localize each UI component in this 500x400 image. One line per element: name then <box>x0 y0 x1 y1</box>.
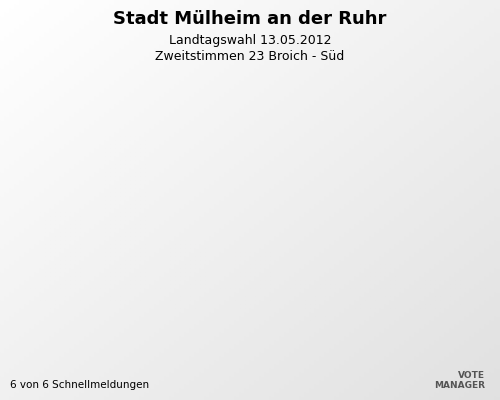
Ellipse shape <box>104 135 140 138</box>
Bar <box>48 214 84 289</box>
Ellipse shape <box>41 210 76 213</box>
Bar <box>104 136 140 288</box>
Text: CDU: CDU <box>46 302 71 312</box>
Text: 3,61 %: 3,61 % <box>420 294 458 303</box>
Text: DIE
LINKE: DIE LINKE <box>296 302 328 323</box>
Bar <box>112 138 147 289</box>
Ellipse shape <box>238 246 259 247</box>
Text: SPD: SPD <box>111 302 133 312</box>
Text: FDP: FDP <box>238 302 260 312</box>
Bar <box>176 245 210 289</box>
Text: 6,77 %: 6,77 % <box>356 294 395 303</box>
Bar <box>302 282 337 289</box>
Bar <box>168 243 202 288</box>
Ellipse shape <box>168 241 202 244</box>
Bar <box>294 280 330 288</box>
Bar <box>422 275 456 288</box>
Bar <box>429 277 464 289</box>
Bar <box>41 212 76 288</box>
Ellipse shape <box>294 278 330 282</box>
Ellipse shape <box>428 274 450 275</box>
Ellipse shape <box>358 262 393 265</box>
Ellipse shape <box>365 263 386 264</box>
Text: 21,25 %: 21,25 % <box>36 294 82 303</box>
Text: 11,50 %: 11,50 % <box>226 294 272 303</box>
Text: VOTE
MANAGER: VOTE MANAGER <box>434 370 485 390</box>
Text: 42,11 %: 42,11 % <box>99 294 145 303</box>
Text: Zweitstimmen 23 Broich - Süd: Zweitstimmen 23 Broich - Süd <box>156 50 344 63</box>
Text: Sonstige: Sonstige <box>414 302 463 312</box>
Text: GRÜNE: GRÜNE <box>166 302 205 312</box>
Text: 2,22 %: 2,22 % <box>292 294 332 303</box>
Ellipse shape <box>175 242 196 243</box>
Text: Landtagswahl 13.05.2012: Landtagswahl 13.05.2012 <box>169 34 331 47</box>
Bar <box>232 246 266 288</box>
Bar <box>366 266 400 289</box>
Ellipse shape <box>422 274 456 276</box>
Ellipse shape <box>48 211 69 212</box>
Bar <box>358 264 393 288</box>
Text: 12,56 %: 12,56 % <box>162 294 208 303</box>
Ellipse shape <box>302 279 322 280</box>
Ellipse shape <box>232 245 266 248</box>
Text: 6 von 6 Schnellmeldungen: 6 von 6 Schnellmeldungen <box>10 380 149 390</box>
Ellipse shape <box>112 136 132 137</box>
Bar <box>239 249 274 289</box>
Text: Stadt Mülheim an der Ruhr: Stadt Mülheim an der Ruhr <box>114 10 386 28</box>
Text: PIRATEN: PIRATEN <box>352 302 399 312</box>
